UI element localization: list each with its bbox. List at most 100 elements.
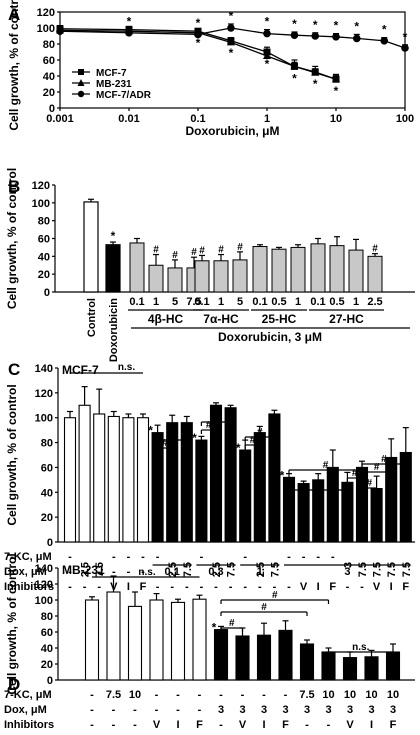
panel-b-dose-label: 1 (353, 296, 359, 308)
panel-d-dox-label: - (176, 704, 180, 716)
panel-a-sig-star: * (403, 30, 408, 44)
panel-a-legend-label: MCF-7 (96, 68, 127, 79)
panel-a-legend-marker (77, 79, 85, 86)
panel-b-ytick-label: 80 (38, 216, 50, 228)
panel-c-bar (268, 413, 281, 543)
panel-c-inh-label: V (110, 581, 118, 593)
panel-d-bar (213, 629, 229, 681)
panel-b-dose-label: 2.5 (367, 296, 382, 308)
panel-d-bar (170, 601, 186, 681)
panel-b-control-bar (105, 244, 121, 293)
panel-d-kc-label: - (155, 689, 159, 701)
panel-c-ylabel: Cell growth, % of control (5, 384, 19, 525)
panel-d-ytick-label: 0 (47, 675, 53, 687)
panel-a-sig-star: * (313, 18, 318, 32)
panel-d-row-label: 7-KC, μM (4, 689, 52, 701)
panel-c-kc-label: 2.5 (255, 562, 267, 577)
panel-d-inh-label: - (90, 719, 94, 731)
panel-d-ytick-label: 120 (35, 579, 53, 591)
panel-c-inh-label: F (329, 581, 336, 593)
panel-a-marker-triangle (311, 68, 320, 76)
panel-d-bar (149, 599, 164, 681)
panel-a-ytick-label: 0 (49, 103, 55, 115)
panel-d-dox-label: 3 (282, 704, 288, 716)
panel-d-hash-label: # (272, 590, 278, 601)
panel-a-marker-circle (332, 33, 340, 41)
panel-c-dox-label: - (83, 566, 87, 578)
panel-b-dose-label: 1 (295, 296, 301, 308)
panel-a-marker-circle (380, 37, 389, 45)
panel-c-inh-label: - (214, 581, 218, 593)
panel-a-series-line (59, 29, 337, 80)
panel-b-bar (213, 260, 229, 293)
panel-d-kc-label: 10 (365, 689, 377, 701)
panel-c-cell-line: MCF-7 (62, 363, 99, 377)
panel-a-marker-circle (263, 29, 271, 38)
panel-d-hash-label: # (261, 602, 267, 613)
panel-b-dose-label: 1 (218, 296, 224, 308)
panel-d-inh-label: V (153, 719, 161, 731)
panel-b-bar (129, 242, 145, 293)
panel-d-ytick-label: 40 (41, 643, 53, 655)
panel-d-kc-label: - (284, 689, 288, 701)
panel-d-ylabel: Cell growth, % of control (5, 553, 19, 694)
panel-d-hash-label: # (229, 618, 235, 629)
panel-c-bar (63, 417, 77, 543)
panel-b-dose-label: 0.5 (271, 296, 286, 308)
panel-d-kc-label: - (241, 689, 245, 701)
panel-a-marker-triangle (332, 74, 340, 83)
panel-a-sig-star: * (292, 17, 297, 31)
panel-d-dox-label: 3 (304, 704, 310, 716)
panel-c-bar (326, 466, 339, 543)
panel-c-row-label: Inhibitors (4, 581, 54, 593)
panel-c-dox-label: - (127, 566, 131, 578)
panel-b-ytick-label: 100 (32, 198, 50, 210)
panel-c-inh-label: V (373, 581, 381, 593)
panel-a-marker-circle (227, 24, 235, 32)
panel-a-marker-triangle (226, 37, 235, 46)
panel-c-kc-label: 7.5 (372, 562, 384, 577)
panel-c-inh-label: - (200, 581, 204, 593)
panel-c-hash-label: # (162, 438, 168, 449)
panel-b-control-label: Doxorubicin (108, 298, 120, 362)
panel-d-dox-label: - (133, 704, 137, 716)
panel-c-ytick-label: 120 (35, 388, 53, 400)
panel-b-control-label: Control (86, 298, 98, 337)
panel-c-hash-label: # (374, 462, 380, 473)
panel-a-legend-marker (77, 90, 85, 98)
panel-a-sig-star: * (127, 15, 132, 29)
panel-a-marker-circle (352, 34, 361, 43)
panel-b-group-label: 25-HC (262, 312, 297, 326)
panel-d-kc-label: 7.5 (299, 689, 314, 701)
panel-d-dox-label: - (198, 704, 202, 716)
panel-a-ytick-label: 20 (43, 87, 55, 99)
panel-b-bar (148, 264, 164, 293)
panel-c-inh-label: - (273, 581, 277, 593)
panel-d-kc-label: - (198, 689, 202, 701)
panel-d-inh-label: F (282, 719, 289, 731)
panel-a-legend-label: MB-231 (96, 79, 132, 90)
panel-d-kc-label: 10 (387, 689, 399, 701)
panel-c-kc-label: 2.5 (167, 562, 179, 577)
panel-c-inh-label: - (68, 581, 72, 593)
panel-c-inh-label: F (140, 581, 147, 593)
panel-c-sig-star: * (280, 468, 285, 482)
panel-c-bar (282, 476, 296, 543)
panel-d-kc-label: - (90, 689, 94, 701)
panel-c-bar (209, 404, 223, 543)
panel-a-ytick-label: 40 (43, 71, 55, 83)
panel-c-ns-label: n.s. (118, 362, 135, 373)
panel-c-kc-label: - (156, 551, 160, 563)
panel-d-kc-label: 10 (129, 689, 141, 701)
panel-c-bar (253, 432, 266, 543)
panel-d-cell-line: MB-231 (62, 563, 105, 577)
panel-c-inh-label: - (156, 581, 160, 593)
panel-c-bar (78, 404, 91, 543)
panel-c-kc-label: - (243, 551, 247, 563)
panel-c-hash-label: # (367, 478, 373, 489)
panel-c-hash-label: # (213, 412, 219, 423)
panel-b-sig-hash: # (172, 250, 178, 261)
panel-c-hash-label: # (206, 420, 212, 431)
panel-a-sig-star: * (292, 71, 297, 85)
panel-c-ytick-label: 80 (41, 438, 53, 450)
